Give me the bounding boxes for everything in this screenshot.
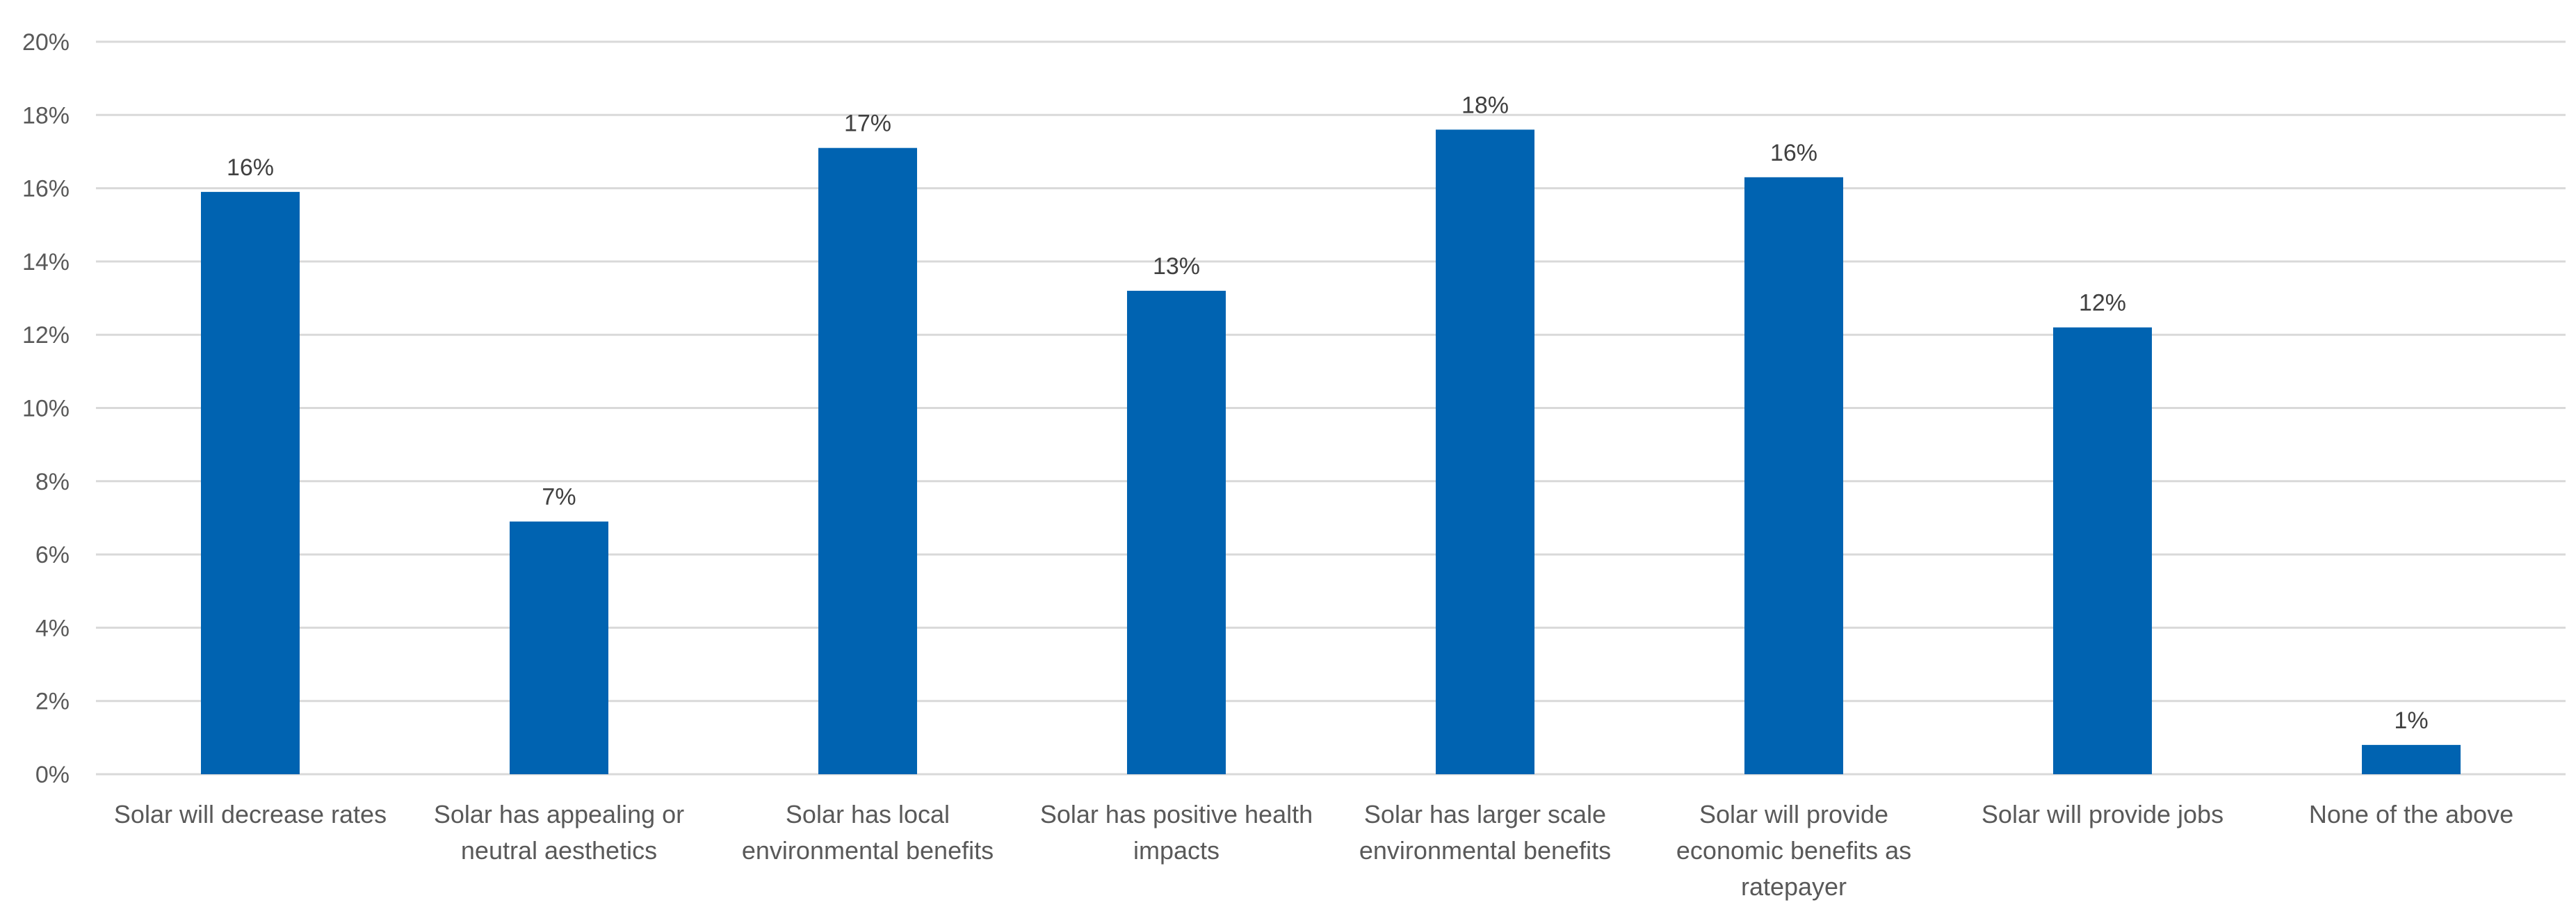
bar: [818, 147, 917, 774]
x-category-label: Solar has local environmental benefits: [742, 800, 994, 865]
x-axis-category-labels: Solar will decrease rates Solar has appea…: [114, 800, 2513, 901]
data-label: 1%: [2394, 707, 2428, 734]
y-tick-label: 6%: [35, 542, 70, 568]
data-label: 7%: [542, 484, 576, 511]
bar: [1436, 129, 1534, 775]
y-tick-label: 18%: [22, 102, 70, 129]
data-labels: 16% 7% 17% 13% 18% 16% 12% 1%: [227, 92, 2429, 734]
gridlines: [96, 40, 2566, 776]
data-label: 17%: [844, 111, 891, 137]
bar: [1127, 291, 1226, 774]
data-label: 12%: [2079, 290, 2126, 317]
data-label: 16%: [1770, 140, 1817, 166]
bar: [510, 521, 608, 774]
y-tick-label: 4%: [35, 615, 70, 641]
y-tick-label: 2%: [35, 689, 70, 715]
x-category-label: Solar has appealing or neutral aesthetics: [434, 800, 684, 865]
x-category-label: Solar has larger scale environmental bene…: [1359, 800, 1611, 865]
data-label: 13%: [1153, 253, 1200, 280]
data-label: 18%: [1461, 92, 1509, 118]
y-tick-label: 0%: [35, 762, 70, 788]
y-tick-label: 16%: [22, 176, 70, 202]
y-tick-label: 10%: [22, 396, 70, 422]
y-tick-label: 14%: [22, 249, 70, 275]
data-label: 16%: [227, 154, 274, 181]
bars: [201, 129, 2461, 775]
x-category-label: Solar will provide economic benefits as ra…: [1676, 800, 1911, 901]
y-tick-label: 12%: [22, 322, 70, 349]
y-tick-label: 8%: [35, 469, 70, 495]
y-tick-label: 20%: [22, 29, 70, 56]
bar: [1744, 177, 1843, 774]
bar: [201, 191, 300, 774]
x-category-label: Solar will provide jobs: [1982, 800, 2223, 828]
x-category-label: Solar has positive health impacts: [1040, 800, 1313, 865]
y-axis-tick-labels: 0% 2% 4% 6% 8% 10% 12% 14% 16% 18% 20%: [22, 29, 70, 788]
x-category-label: Solar will decrease rates: [114, 800, 387, 828]
x-category-label: None of the above: [2309, 800, 2513, 828]
bar: [2362, 744, 2461, 774]
bar: [2053, 327, 2152, 774]
